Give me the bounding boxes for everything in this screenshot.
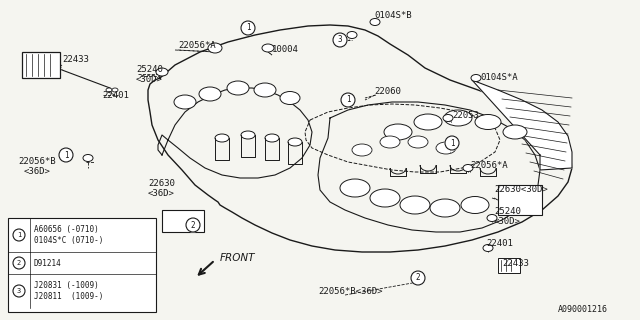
Ellipse shape — [384, 124, 412, 140]
Ellipse shape — [436, 142, 456, 154]
Ellipse shape — [380, 136, 400, 148]
Text: 0104S*B: 0104S*B — [374, 12, 412, 20]
Circle shape — [411, 271, 425, 285]
FancyBboxPatch shape — [22, 52, 60, 78]
Text: 25240: 25240 — [494, 207, 521, 217]
Ellipse shape — [254, 83, 276, 97]
Ellipse shape — [215, 134, 229, 142]
Text: 22056*B<36D>: 22056*B<36D> — [318, 287, 383, 297]
Ellipse shape — [444, 110, 472, 126]
Ellipse shape — [487, 214, 497, 221]
Ellipse shape — [370, 19, 380, 26]
Text: A60656 (-0710): A60656 (-0710) — [34, 225, 99, 234]
Text: <30D>: <30D> — [136, 76, 163, 84]
Text: 0104S*A: 0104S*A — [480, 73, 518, 82]
Text: 1: 1 — [346, 95, 350, 105]
Ellipse shape — [475, 115, 501, 130]
FancyBboxPatch shape — [162, 210, 204, 232]
Circle shape — [13, 257, 25, 269]
Ellipse shape — [370, 189, 400, 207]
Ellipse shape — [156, 68, 168, 76]
Circle shape — [333, 33, 347, 47]
Text: 3: 3 — [17, 288, 21, 294]
Circle shape — [13, 285, 25, 297]
Text: <30D>: <30D> — [494, 218, 521, 227]
Text: 1: 1 — [450, 139, 454, 148]
Polygon shape — [472, 80, 572, 170]
Text: 2: 2 — [416, 274, 420, 283]
Text: J20831 (-1009): J20831 (-1009) — [34, 281, 99, 290]
Ellipse shape — [340, 179, 370, 197]
Text: <36D>: <36D> — [148, 188, 175, 197]
Ellipse shape — [174, 95, 196, 109]
Ellipse shape — [414, 114, 442, 130]
Ellipse shape — [400, 196, 430, 214]
Ellipse shape — [352, 144, 372, 156]
Ellipse shape — [83, 155, 93, 162]
FancyBboxPatch shape — [8, 218, 156, 312]
Circle shape — [445, 136, 459, 150]
Text: J20811  (1009-): J20811 (1009-) — [34, 292, 104, 301]
Text: 22401: 22401 — [102, 91, 129, 100]
Ellipse shape — [106, 88, 112, 92]
Ellipse shape — [347, 31, 357, 38]
Ellipse shape — [280, 92, 300, 105]
Text: 3: 3 — [338, 36, 342, 44]
FancyBboxPatch shape — [498, 185, 542, 215]
Text: FRONT: FRONT — [220, 253, 255, 263]
Text: A090001216: A090001216 — [558, 305, 608, 314]
Ellipse shape — [112, 88, 118, 92]
Ellipse shape — [262, 44, 274, 52]
Ellipse shape — [471, 75, 481, 82]
Ellipse shape — [461, 196, 489, 213]
Ellipse shape — [443, 115, 453, 122]
Ellipse shape — [227, 81, 249, 95]
Ellipse shape — [503, 125, 527, 139]
Text: 0104S*C (0710-): 0104S*C (0710-) — [34, 236, 104, 245]
Ellipse shape — [208, 43, 222, 53]
Text: 22053: 22053 — [452, 111, 479, 121]
Ellipse shape — [288, 138, 302, 146]
Text: <36D>: <36D> — [24, 166, 51, 175]
Text: 22056*A: 22056*A — [470, 161, 508, 170]
Circle shape — [186, 218, 200, 232]
Text: 22630<30D>: 22630<30D> — [494, 186, 548, 195]
Ellipse shape — [413, 276, 423, 284]
Text: 1: 1 — [17, 232, 21, 238]
Text: 10004: 10004 — [272, 45, 299, 54]
Text: 22060: 22060 — [374, 87, 401, 97]
Text: 2: 2 — [191, 220, 195, 229]
Text: 22433: 22433 — [502, 259, 529, 268]
Circle shape — [341, 93, 355, 107]
Circle shape — [13, 229, 25, 241]
Text: 22630: 22630 — [148, 179, 175, 188]
FancyBboxPatch shape — [498, 258, 520, 273]
Text: 25240: 25240 — [136, 66, 163, 75]
Text: 22401: 22401 — [486, 239, 513, 249]
Text: 2: 2 — [17, 260, 21, 266]
Text: D91214: D91214 — [34, 259, 61, 268]
Text: 1: 1 — [64, 150, 68, 159]
Ellipse shape — [199, 87, 221, 101]
Ellipse shape — [430, 199, 460, 217]
Circle shape — [241, 21, 255, 35]
Text: 22056*B: 22056*B — [18, 156, 56, 165]
Text: 1: 1 — [246, 23, 250, 33]
Text: 22433: 22433 — [62, 55, 89, 65]
Text: 22056*A: 22056*A — [178, 42, 216, 51]
Ellipse shape — [408, 136, 428, 148]
Ellipse shape — [265, 134, 279, 142]
Circle shape — [59, 148, 73, 162]
Ellipse shape — [241, 131, 255, 139]
Ellipse shape — [483, 244, 493, 252]
Ellipse shape — [463, 164, 473, 172]
